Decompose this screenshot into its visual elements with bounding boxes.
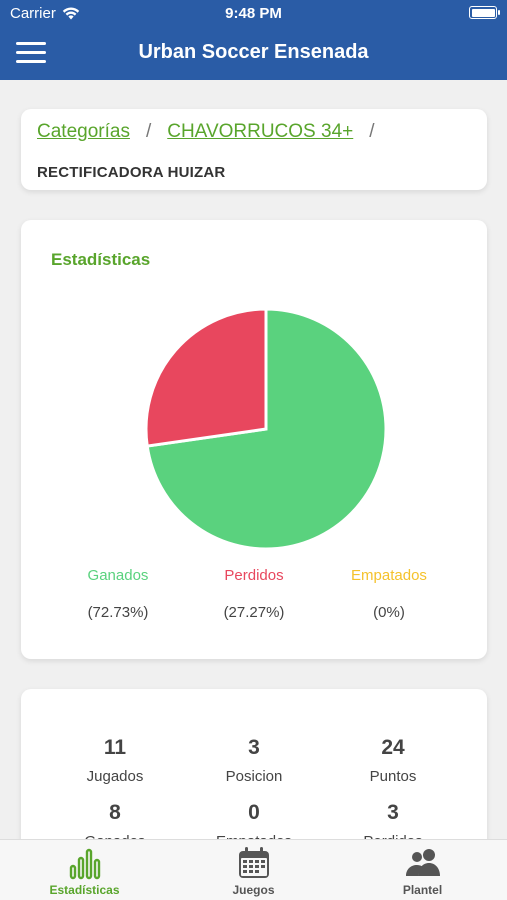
stats-card: Estadísticas Ganados (72.73%) Perdidos (… bbox=[21, 220, 487, 659]
summary-jugados: 11 Jugados bbox=[45, 736, 185, 785]
summary-label: Posicion bbox=[225, 768, 283, 785]
tab-juegos[interactable]: Juegos bbox=[169, 840, 338, 900]
summary-value: 8 bbox=[109, 801, 121, 824]
summary-puntos: 24 Puntos bbox=[323, 736, 463, 785]
people-icon bbox=[405, 849, 440, 876]
legend-percent: (0%) bbox=[373, 604, 405, 621]
summary-label: Puntos bbox=[369, 768, 417, 785]
breadcrumb: Categorías / CHAVORRUCOS 34+ / bbox=[37, 121, 391, 143]
legend-label: Empatados bbox=[351, 567, 427, 584]
legend-item-ganados: Ganados (72.73%) bbox=[48, 567, 188, 621]
team-name: RECTIFICADORA HUIZAR bbox=[37, 164, 226, 181]
pie-chart bbox=[144, 307, 388, 551]
tab-label: Juegos bbox=[232, 883, 275, 897]
summary-value: 0 bbox=[248, 801, 260, 824]
legend-percent: (72.73%) bbox=[87, 604, 149, 621]
calendar-icon bbox=[238, 847, 269, 878]
stats-title: Estadísticas bbox=[51, 250, 151, 269]
breadcrumb-link-category[interactable]: CHAVORRUCOS 34+ bbox=[167, 121, 354, 142]
tab-bar: Estadísticas Juegos bbox=[0, 839, 507, 900]
carrier: Carrier bbox=[10, 5, 80, 22]
tab-estadisticas[interactable]: Estadísticas bbox=[0, 840, 169, 900]
page-title: Urban Soccer Ensenada bbox=[138, 41, 369, 63]
tab-label: Plantel bbox=[402, 883, 443, 897]
breadcrumb-card: Categorías / CHAVORRUCOS 34+ / RECTIFICA… bbox=[21, 109, 487, 190]
battery-icon bbox=[469, 6, 500, 19]
summary-label: Jugados bbox=[86, 768, 144, 785]
summary-value: 3 bbox=[248, 736, 260, 759]
legend-percent: (27.27%) bbox=[223, 604, 285, 621]
tab-plantel[interactable]: Plantel bbox=[338, 840, 507, 900]
summary-posicion: 3 Posicion bbox=[184, 736, 324, 785]
pie-slice-perdidos bbox=[144, 307, 268, 448]
tab-label: Estadísticas bbox=[49, 883, 120, 897]
summary-value: 11 bbox=[103, 736, 127, 759]
wifi-icon bbox=[62, 7, 80, 20]
status-time: 9:48 PM bbox=[225, 5, 282, 22]
legend-item-empatados: Empatados (0%) bbox=[319, 567, 459, 621]
summary-value: 24 bbox=[381, 736, 405, 759]
breadcrumb-separator: / bbox=[369, 121, 375, 142]
carrier-label: Carrier bbox=[10, 5, 56, 22]
menu-icon[interactable] bbox=[16, 42, 46, 64]
breadcrumb-link-categorias[interactable]: Categorías bbox=[37, 121, 130, 142]
summary-value: 3 bbox=[387, 801, 399, 824]
status-bar: Carrier 9:48 PM bbox=[0, 0, 507, 28]
breadcrumb-separator: / bbox=[145, 121, 152, 142]
bar-chart-icon bbox=[69, 848, 100, 880]
legend-label: Perdidos bbox=[224, 567, 284, 584]
nav-bar: Urban Soccer Ensenada bbox=[0, 28, 507, 80]
legend-item-perdidos: Perdidos (27.27%) bbox=[184, 567, 324, 621]
legend-label: Ganados bbox=[87, 567, 149, 584]
